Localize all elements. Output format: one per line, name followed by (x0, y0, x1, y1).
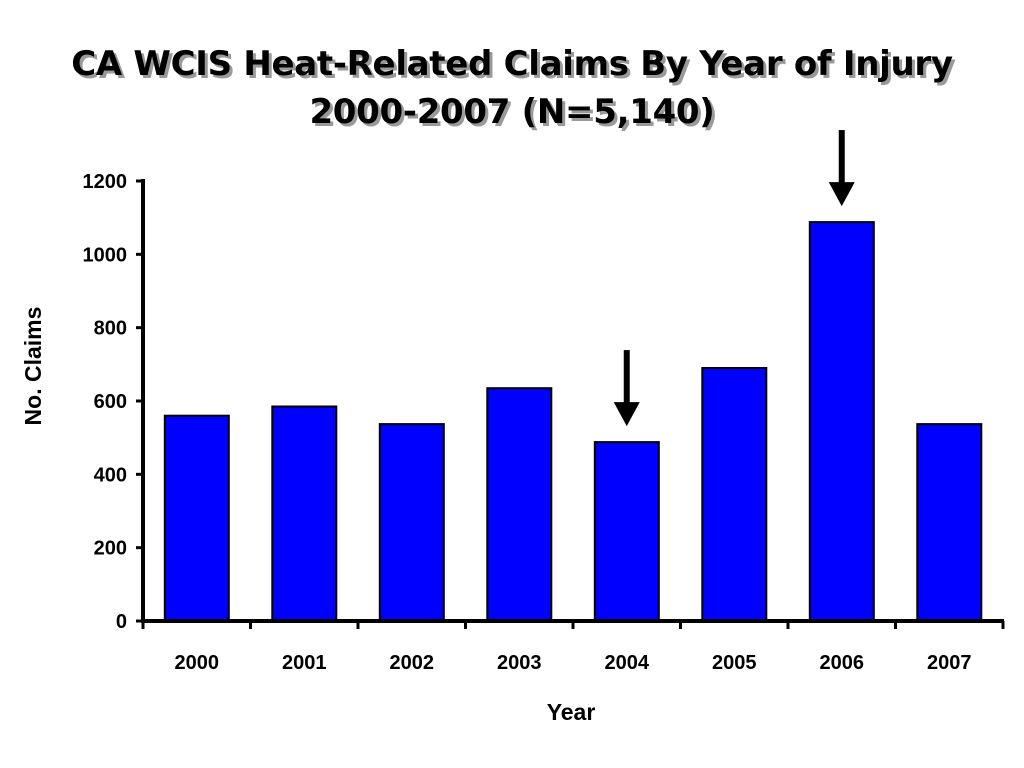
arrows-group (613, 130, 855, 427)
arrow-shaft-2004 (623, 350, 630, 407)
bar-2005 (701, 367, 768, 622)
bars-group (163, 221, 983, 623)
arrow-shaft-2006 (838, 130, 845, 187)
bar-2003 (486, 387, 553, 623)
arrow-head-2004 (613, 402, 640, 427)
x-tick-label-2002: 2002 (390, 652, 435, 674)
x-tick-label-2007: 2007 (927, 652, 972, 674)
bar-2004 (593, 441, 660, 622)
y-tick-label-1200: 1200 (83, 171, 128, 193)
arrow-head-2006 (828, 182, 855, 207)
x-tick-label-2006: 2006 (820, 652, 865, 674)
chart-title-line-2: 2000-2007 (N=5,140) (309, 92, 715, 132)
bar-2000 (163, 414, 230, 623)
y-tick-label-0: 0 (116, 611, 127, 633)
chart-title: CA WCIS Heat-Related Claims By Year of I… (0, 40, 1024, 136)
y-tick-label-1000: 1000 (83, 244, 128, 266)
chart-title-line-1: CA WCIS Heat-Related Claims By Year of I… (71, 44, 953, 84)
bar-2006 (808, 221, 875, 622)
bar-2001 (271, 405, 338, 622)
y-axis-title: No. Claims (20, 307, 46, 426)
y-ticks-group: 0 200 400 600 800 1000 1200 (83, 171, 143, 633)
x-tick-label-2001: 2001 (282, 652, 327, 674)
x-tick-label-2000: 2000 (175, 652, 220, 674)
x-tick-label-2005: 2005 (712, 652, 757, 674)
bar-2002 (378, 423, 445, 622)
y-tick-label-800: 800 (94, 318, 127, 340)
bar-2007 (916, 423, 983, 622)
x-tick-label-2003: 2003 (497, 652, 542, 674)
y-tick-label-600: 600 (94, 391, 127, 413)
y-tick-label-400: 400 (94, 464, 127, 486)
x-ticks-group: 2000 2001 2002 2003 2004 2005 2006 2007 (141, 621, 1005, 674)
arrow-2006 (828, 130, 855, 207)
x-tick-label-2004: 2004 (605, 652, 650, 674)
arrow-2004 (613, 350, 640, 427)
y-tick-label-200: 200 (94, 538, 127, 560)
x-axis-title: Year (547, 699, 596, 725)
